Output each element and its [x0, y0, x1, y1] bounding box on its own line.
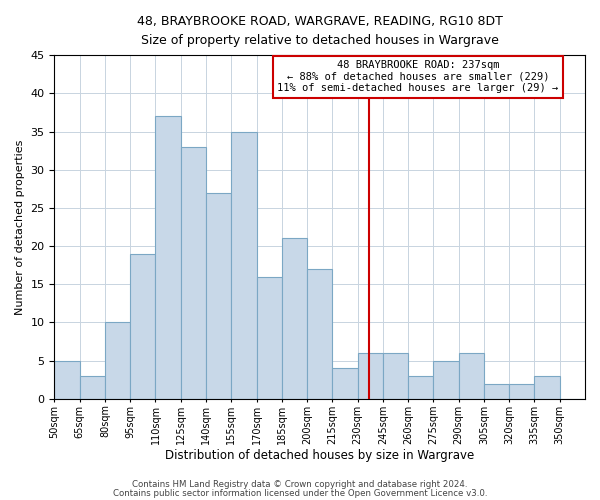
Bar [282, 238, 307, 399]
Y-axis label: Number of detached properties: Number of detached properties [15, 140, 25, 314]
Text: Contains HM Land Registry data © Crown copyright and database right 2024.: Contains HM Land Registry data © Crown c… [132, 480, 468, 489]
Title: 48, BRAYBROOKE ROAD, WARGRAVE, READING, RG10 8DT
Size of property relative to de: 48, BRAYBROOKE ROAD, WARGRAVE, READING, … [137, 15, 503, 47]
Text: Contains public sector information licensed under the Open Government Licence v3: Contains public sector information licen… [113, 489, 487, 498]
Bar [332, 368, 358, 399]
Text: 48 BRAYBROOKE ROAD: 237sqm
← 88% of detached houses are smaller (229)
11% of sem: 48 BRAYBROOKE ROAD: 237sqm ← 88% of deta… [277, 60, 559, 94]
Bar [55, 360, 80, 399]
Bar [408, 376, 433, 399]
Bar [358, 353, 383, 399]
Bar [307, 269, 332, 399]
Bar [535, 376, 560, 399]
Bar [105, 322, 130, 399]
Bar [484, 384, 509, 399]
Bar [181, 147, 206, 399]
Bar [458, 353, 484, 399]
Bar [433, 360, 458, 399]
Bar [130, 254, 155, 399]
Bar [231, 132, 257, 399]
Bar [509, 384, 535, 399]
X-axis label: Distribution of detached houses by size in Wargrave: Distribution of detached houses by size … [165, 450, 475, 462]
Bar [383, 353, 408, 399]
Bar [257, 276, 282, 399]
Bar [206, 192, 231, 399]
Bar [155, 116, 181, 399]
Bar [80, 376, 105, 399]
